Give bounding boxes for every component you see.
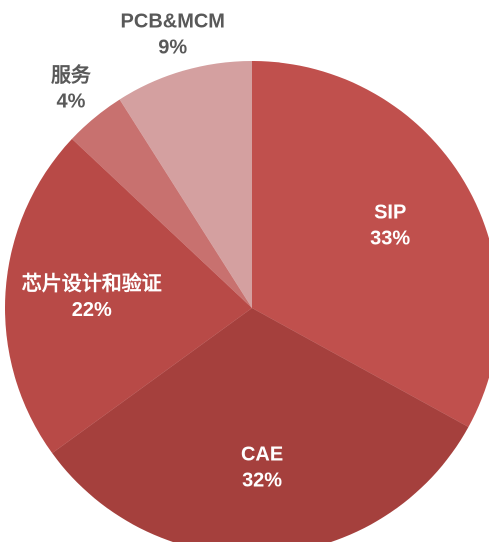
pie-slice bbox=[71, 99, 252, 308]
slice-value-label: 32% bbox=[242, 470, 282, 492]
slice-label: PCB&MCM bbox=[121, 11, 225, 33]
slice-label: 服务 bbox=[51, 62, 92, 86]
pie-slice bbox=[5, 138, 253, 454]
slice-label: 芯片设计和验证 bbox=[22, 271, 162, 295]
pie-slice bbox=[252, 61, 489, 427]
slice-value-label: 4% bbox=[56, 90, 85, 112]
slice-value-label: 9% bbox=[158, 37, 187, 59]
pie-slice bbox=[119, 61, 252, 308]
slice-value-label: 22% bbox=[72, 299, 112, 321]
slice-label: CAE bbox=[241, 444, 283, 466]
slice-value-label: 33% bbox=[370, 228, 410, 250]
pie-slice bbox=[52, 308, 469, 542]
slice-label: SIP bbox=[374, 202, 406, 224]
